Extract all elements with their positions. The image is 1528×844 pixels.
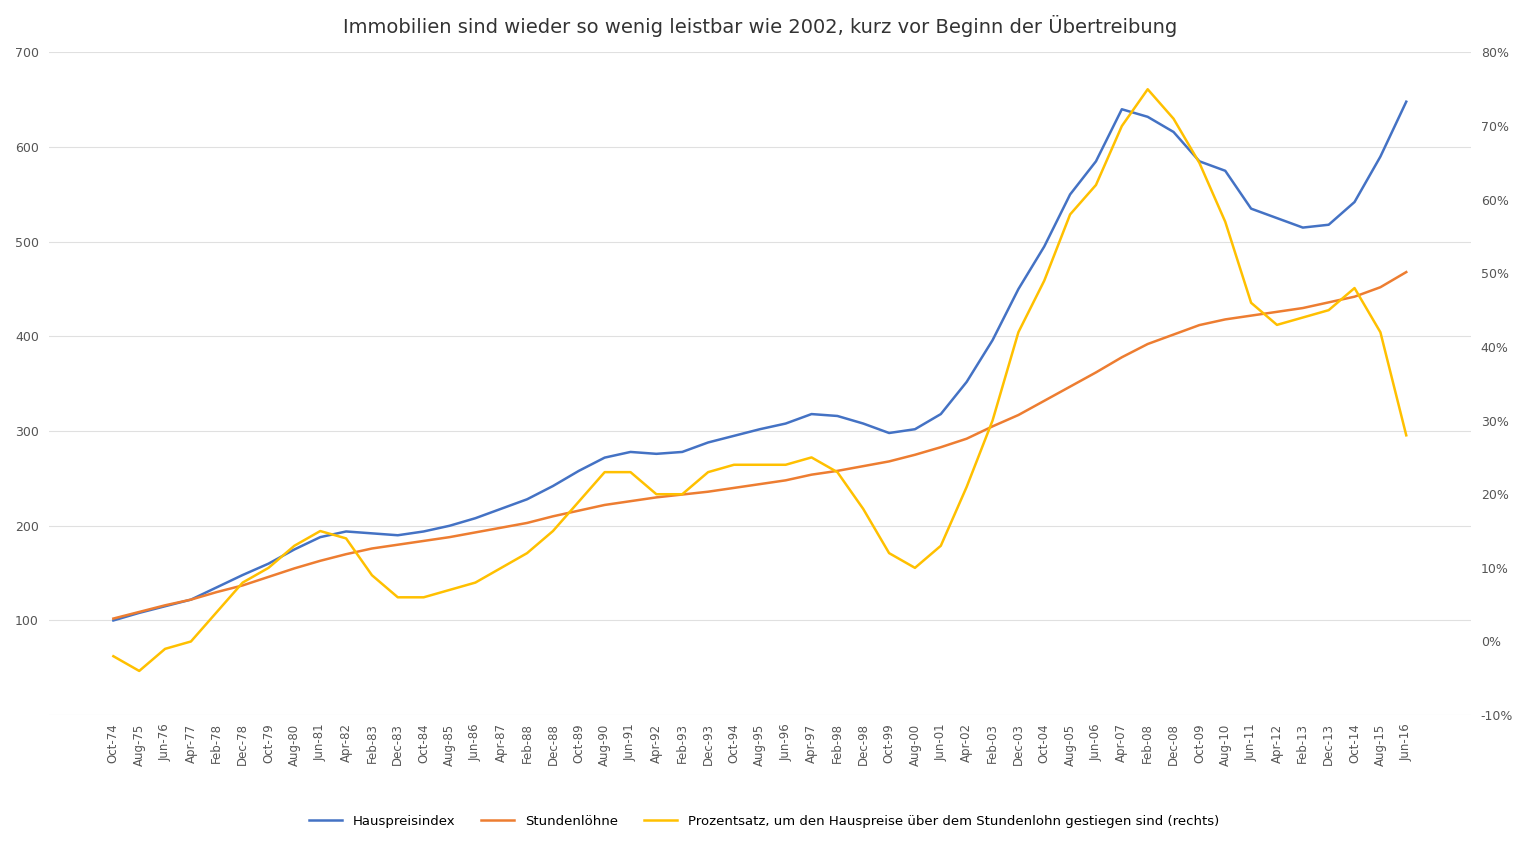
Stundenlöhne [104,614,122,624]
Legend: Hauspreisindex, Stundenlöhne, Prozentsatz, um den Hauspreise über dem Stundenloh: Hauspreisindex, Stundenlöhne, Prozentsat… [304,809,1224,833]
Stundenlöhne [958,434,976,444]
Prozentsatz, um den Hauspreise über dem Stundenlohn gestiegen sind (rechts) [518,548,536,558]
Stundenlöhne [1034,396,1053,406]
Hauspreisindex [958,376,976,387]
Prozentsatz, um den Hauspreise über dem Stundenlohn gestiegen sind (rechts) [984,415,1002,425]
Stundenlöhne [492,522,510,533]
Title: Immobilien sind wieder so wenig leistbar wie 2002, kurz vor Beginn der Übertreib: Immobilien sind wieder so wenig leistbar… [342,15,1177,37]
Line: Stundenlöhne: Stundenlöhne [113,272,1406,619]
Prozentsatz, um den Hauspreise über dem Stundenlohn gestiegen sind (rechts) [1371,327,1389,338]
Hauspreisindex [1371,152,1389,162]
Hauspreisindex [1034,241,1053,252]
Prozentsatz, um den Hauspreise über dem Stundenlohn gestiegen sind (rechts) [414,592,432,603]
Hauspreisindex [1397,96,1415,106]
Stundenlöhne [1397,267,1415,277]
Prozentsatz, um den Hauspreise über dem Stundenlohn gestiegen sind (rechts) [544,526,562,536]
Hauspreisindex [388,530,406,540]
Line: Prozentsatz, um den Hauspreise über dem Stundenlohn gestiegen sind (rechts): Prozentsatz, um den Hauspreise über dem … [113,89,1406,671]
Hauspreisindex [104,615,122,625]
Hauspreisindex [492,504,510,514]
Prozentsatz, um den Hauspreise über dem Stundenlohn gestiegen sind (rechts) [130,666,148,676]
Hauspreisindex [518,495,536,505]
Line: Hauspreisindex: Hauspreisindex [113,101,1406,620]
Stundenlöhne [1371,282,1389,292]
Prozentsatz, um den Hauspreise über dem Stundenlohn gestiegen sind (rechts) [1060,209,1079,219]
Stundenlöhne [388,539,406,549]
Prozentsatz, um den Hauspreise über dem Stundenlohn gestiegen sind (rechts) [1397,430,1415,441]
Stundenlöhne [518,518,536,528]
Prozentsatz, um den Hauspreise über dem Stundenlohn gestiegen sind (rechts) [104,652,122,662]
Prozentsatz, um den Hauspreise über dem Stundenlohn gestiegen sind (rechts) [1138,84,1157,95]
